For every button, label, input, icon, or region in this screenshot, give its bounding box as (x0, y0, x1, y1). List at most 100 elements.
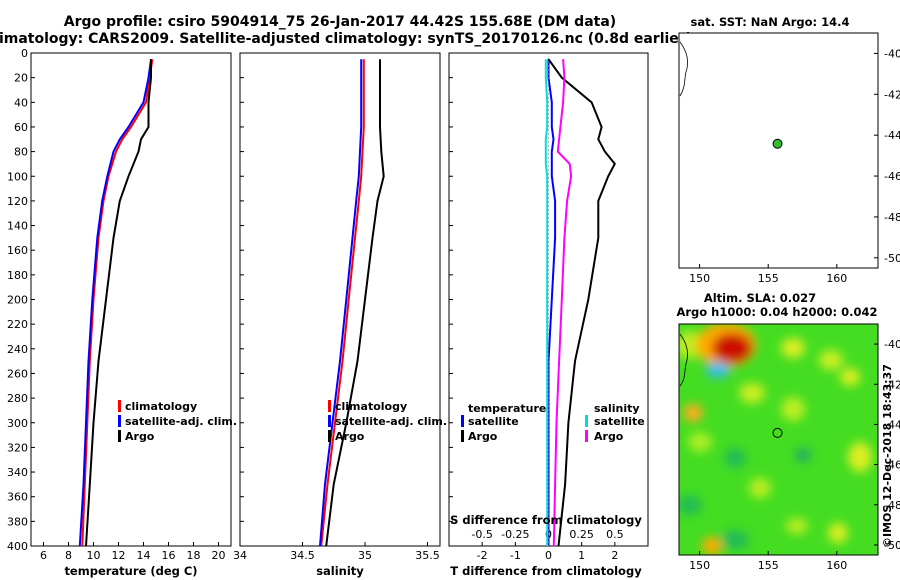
x-tick-label: 0 (545, 549, 552, 562)
sla-map-panel (678, 323, 879, 556)
x-tick-label: -1 (510, 549, 521, 562)
x-tick-label: 16 (162, 549, 176, 562)
series-line-t-argo (547, 58, 616, 547)
y-tick-label: 120 (7, 195, 28, 208)
difference-s-axis: -0.5 -0.25 0 0.25 0.5 (471, 528, 623, 541)
map-y-tick-label: -40 (884, 338, 900, 351)
y-tick-label: 340 (7, 466, 28, 479)
salinity-panel (239, 52, 441, 547)
series-line-s-satellite (544, 59, 549, 546)
sla-blob (724, 448, 746, 468)
x-tick-label: 6 (40, 549, 47, 562)
temperature-panel (30, 52, 232, 547)
sla-blob (702, 537, 722, 555)
legend-title-salinity: salinity (594, 402, 640, 415)
sla-blob (840, 368, 860, 386)
y-tick-label: 40 (14, 96, 28, 109)
legend-label-argo: Argo (335, 430, 365, 443)
sla-map-subtitle: Argo h1000: 0.04 h2000: 0.042 (676, 305, 877, 319)
y-tick-label: 300 (7, 417, 28, 430)
salinity-x-axis: 34 34.5 35 35.5 (233, 542, 440, 562)
temperature-series (78, 59, 154, 547)
series-line-climatology (81, 59, 154, 547)
sla-blob (781, 338, 805, 358)
legend-label-climatology: climatology (125, 400, 197, 413)
sst-map-axes: 150 155 160 -40 -42 -44 -46 -48 -50 (689, 47, 900, 285)
map-y-tick-label: -48 (884, 499, 900, 512)
legend-swatch-s-satellite (585, 415, 588, 427)
y-tick-label: 260 (7, 367, 28, 380)
map-x-tick-label: 155 (758, 272, 779, 285)
legend-label-t-argo: Argo (468, 430, 498, 443)
y-tick-label: 140 (7, 220, 28, 233)
y-tick-label: 100 (7, 170, 28, 183)
legend-title-temperature: temperature (468, 402, 546, 415)
x-tick-label: 34.5 (290, 549, 315, 562)
legend-label-argo: Argo (125, 430, 155, 443)
difference-xlabel: T difference from climatology (450, 564, 642, 578)
y-tick-label: 220 (7, 318, 28, 331)
legend-label-t-satellite: satellite (468, 415, 519, 428)
legend-swatch-argo (118, 430, 121, 442)
x-tick-label: 34 (233, 549, 247, 562)
map-y-tick-label: -44 (884, 129, 900, 142)
sla-blob (786, 518, 808, 534)
map-x-tick-label: 160 (826, 272, 847, 285)
y-tick-label: 160 (7, 244, 28, 257)
legend-swatch-s-argo (585, 430, 588, 442)
legend-label-climatology: climatology (335, 400, 407, 413)
figure-title-line2: Climatology: CARS2009. Satellite-adjuste… (0, 31, 692, 47)
sst-map-title: sat. SST: NaN Argo: 14.4 (690, 15, 849, 29)
map-y-tick-label: -50 (884, 539, 900, 552)
x-tick-label: 20 (212, 549, 226, 562)
temperature-xlabel: temperature (deg C) (64, 564, 197, 578)
y-tick-label: 360 (7, 491, 28, 504)
temperature-y-axis: 0 20 40 60 80 100 120 140 160 180 200 220 240 260 280 3… (7, 47, 453, 553)
map-y-tick-label: -44 (884, 418, 900, 431)
legend-swatch-climatology (118, 400, 121, 412)
x-tick-label: 8 (65, 549, 72, 562)
series-line-argo (85, 59, 152, 547)
x-tick-label: 35 (358, 549, 372, 562)
legend-label-s-argo: Argo (594, 430, 624, 443)
map-y-tick-label: -42 (884, 88, 900, 101)
legend-swatch-satellite (328, 415, 331, 427)
sst-map-panel (678, 32, 879, 269)
sla-blob (679, 495, 702, 515)
legend-label-s-satellite: satellite (594, 415, 645, 428)
salinity-legend: climatology satellite-adj. clim. Argo (328, 400, 447, 443)
sla-blob (781, 397, 805, 421)
legend-swatch-t-argo (461, 430, 464, 442)
x-tick-label: 10 (87, 549, 101, 562)
legend-swatch-t-satellite (461, 415, 464, 427)
y-tick-label: 80 (14, 146, 28, 159)
map-y-tick-label: -40 (884, 47, 900, 60)
x-tick-label-top: 0.25 (569, 528, 594, 541)
series-line-climatology (320, 59, 365, 547)
salinity-series (319, 59, 385, 547)
legend-swatch-climatology (328, 400, 331, 412)
map-y-tick-label: -48 (884, 211, 900, 224)
sla-blob (688, 432, 712, 452)
sla-heatmap-field (679, 324, 872, 555)
x-tick-label: 1 (578, 549, 585, 562)
sla-blob (739, 383, 765, 403)
series-line-s-argo (552, 59, 573, 547)
x-tick-label-top: -0.25 (501, 528, 529, 541)
figure-title-line1: Argo profile: csiro 5904914_75 26-Jan-20… (64, 14, 616, 30)
y-tick-label: 320 (7, 441, 28, 454)
map-y-tick-label: -46 (884, 459, 900, 472)
difference-legend: temperature satellite Argo salinity sate… (461, 402, 645, 443)
x-tick-label: 35.5 (415, 549, 440, 562)
map-x-tick-label: 155 (758, 559, 779, 572)
y-tick-label: 380 (7, 515, 28, 528)
sla-heatmap (679, 324, 878, 555)
y-tick-label: 60 (14, 121, 28, 134)
x-tick-label-top: 0.5 (606, 528, 624, 541)
sst-float-marker (772, 138, 783, 149)
salinity-xlabel: salinity (316, 564, 364, 578)
map-y-tick-label: -50 (884, 252, 900, 265)
series-line-satellite-adj-clim- (78, 59, 152, 547)
series-line-satellite-adj-clim- (319, 59, 363, 547)
